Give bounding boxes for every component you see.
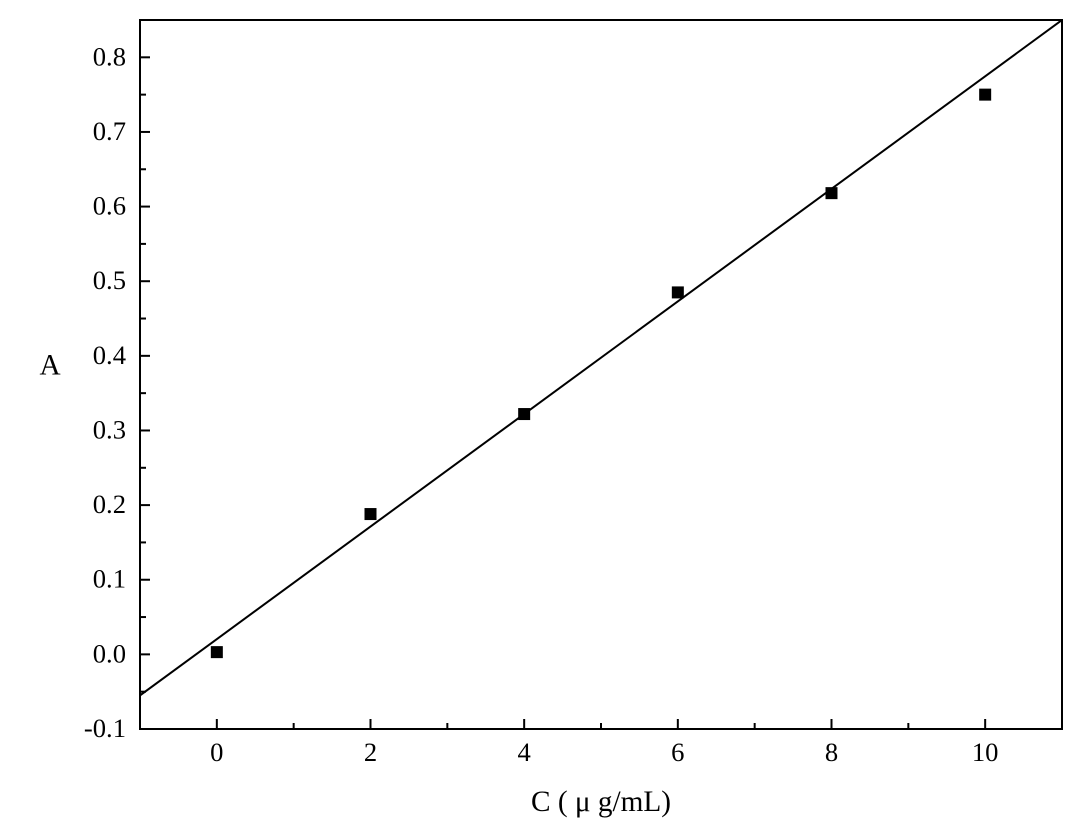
data-point: [518, 408, 530, 420]
y-tick-label: 0.4: [93, 340, 126, 370]
y-tick-label: 0.5: [93, 265, 126, 295]
x-tick-label: 4: [518, 737, 531, 767]
data-point: [979, 89, 991, 101]
y-tick-label: 0.3: [93, 414, 126, 444]
x-axis-label: C ( μ g/mL): [531, 786, 671, 818]
data-point: [826, 187, 838, 199]
y-axis-label: A: [39, 350, 60, 382]
calibration-chart: 0 2 4 6 8 10 -0.1 0.0 0.1 0.2 0.3 0.4 0.5 0.6 0.7 0.8 C …: [0, 0, 1092, 829]
y-tick-label: 0.8: [93, 41, 126, 71]
y-tick-label: -0.1: [84, 713, 126, 743]
x-tick-label: 8: [825, 737, 838, 767]
data-point: [211, 646, 223, 658]
y-tick-label: 0.0: [93, 638, 126, 668]
chart-background: [0, 0, 1092, 829]
y-tick-label: 0.7: [93, 116, 126, 146]
data-point: [672, 286, 684, 298]
y-tick-label: 0.1: [93, 564, 126, 594]
x-tick-label: 10: [972, 737, 999, 767]
y-tick-label: 0.2: [93, 489, 126, 519]
y-tick-label: 0.6: [93, 191, 126, 221]
data-point: [365, 508, 377, 520]
x-tick-label: 2: [364, 737, 377, 767]
chart-svg: 0 2 4 6 8 10 -0.1 0.0 0.1 0.2 0.3 0.4 0.5 0.6 0.7 0.8 C …: [0, 0, 1092, 829]
x-tick-label: 6: [671, 737, 684, 767]
x-tick-label: 0: [210, 737, 223, 767]
